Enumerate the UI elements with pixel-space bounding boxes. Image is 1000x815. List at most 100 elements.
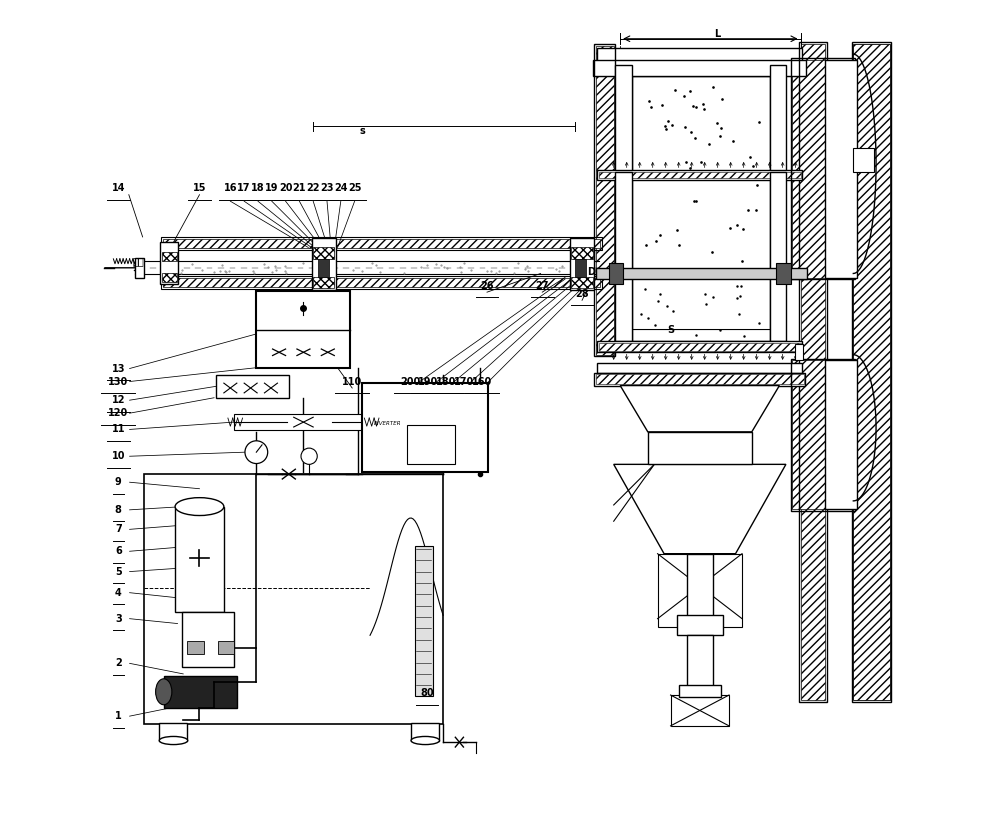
Text: 170: 170: [454, 377, 474, 386]
Bar: [770, 172, 786, 278]
Text: 17: 17: [237, 183, 251, 193]
Bar: [256, 290, 350, 368]
Bar: [853, 44, 890, 700]
Bar: [677, 615, 723, 635]
Text: D: D: [587, 267, 595, 277]
Bar: [791, 359, 855, 511]
Bar: [648, 432, 752, 465]
Bar: [571, 248, 593, 259]
Bar: [163, 278, 600, 288]
Bar: [658, 553, 742, 627]
Text: 3: 3: [115, 614, 122, 623]
Text: 24: 24: [334, 183, 348, 193]
Bar: [801, 44, 825, 700]
Text: 2: 2: [115, 659, 122, 668]
Bar: [570, 238, 594, 289]
Bar: [597, 48, 802, 62]
Polygon shape: [144, 474, 443, 725]
Bar: [162, 273, 177, 283]
Text: 27: 27: [535, 280, 549, 291]
Bar: [687, 635, 713, 688]
Bar: [687, 553, 713, 619]
Bar: [161, 237, 602, 250]
Bar: [599, 59, 801, 76]
Bar: [159, 723, 187, 741]
Text: 20: 20: [279, 183, 292, 193]
Bar: [770, 64, 786, 172]
Text: 16: 16: [224, 183, 237, 193]
Bar: [776, 263, 791, 284]
Bar: [597, 170, 802, 180]
Text: 19: 19: [265, 183, 279, 193]
Bar: [318, 259, 329, 277]
Text: 14: 14: [112, 183, 125, 193]
Text: 10: 10: [112, 452, 125, 461]
Bar: [160, 242, 178, 284]
Text: 4: 4: [115, 588, 122, 597]
Text: 25: 25: [348, 183, 361, 193]
Bar: [597, 363, 802, 372]
Bar: [164, 676, 237, 708]
Text: 8: 8: [115, 504, 122, 515]
Text: 6: 6: [115, 546, 122, 557]
Bar: [575, 259, 586, 277]
Text: 22: 22: [306, 183, 320, 193]
Bar: [599, 172, 801, 178]
Text: 160: 160: [472, 377, 492, 386]
Bar: [216, 375, 289, 398]
Bar: [594, 372, 805, 385]
Text: 130: 130: [108, 377, 128, 386]
Text: 给料: 给料: [133, 256, 144, 267]
Bar: [218, 641, 234, 654]
Bar: [596, 268, 807, 280]
Bar: [792, 59, 853, 278]
Ellipse shape: [411, 737, 439, 745]
Text: 80: 80: [420, 689, 434, 698]
Text: s: s: [359, 126, 365, 136]
Bar: [770, 278, 786, 341]
Text: 110: 110: [342, 377, 362, 386]
Bar: [182, 612, 234, 667]
Text: 180: 180: [436, 377, 457, 386]
Ellipse shape: [159, 737, 188, 745]
Text: 190: 190: [418, 377, 439, 386]
Text: S: S: [667, 325, 674, 335]
Bar: [407, 425, 455, 465]
Bar: [615, 278, 632, 341]
Bar: [852, 42, 891, 702]
Bar: [596, 374, 804, 384]
Bar: [163, 239, 600, 249]
Polygon shape: [620, 385, 779, 432]
Bar: [795, 344, 803, 360]
Text: 26: 26: [480, 280, 494, 291]
Text: 5: 5: [115, 566, 122, 576]
Bar: [362, 383, 488, 473]
Bar: [792, 360, 853, 509]
Bar: [825, 360, 857, 509]
Bar: [593, 59, 806, 76]
Text: 1: 1: [115, 711, 122, 721]
Bar: [632, 76, 770, 172]
Bar: [594, 45, 615, 356]
Text: 21: 21: [293, 183, 306, 193]
Bar: [312, 238, 336, 289]
Text: 13: 13: [112, 363, 125, 373]
Bar: [853, 148, 874, 172]
Ellipse shape: [175, 498, 224, 516]
Bar: [415, 545, 433, 696]
Bar: [632, 172, 770, 278]
Text: 7: 7: [115, 524, 122, 535]
Bar: [599, 342, 801, 350]
Bar: [161, 276, 602, 289]
Bar: [791, 58, 855, 280]
Bar: [609, 263, 623, 284]
Bar: [596, 46, 614, 355]
Text: 28: 28: [575, 289, 589, 299]
Bar: [411, 723, 439, 741]
Ellipse shape: [156, 679, 172, 705]
Bar: [175, 507, 224, 612]
Text: 11: 11: [112, 425, 125, 434]
Text: 120: 120: [108, 408, 128, 418]
Bar: [571, 277, 593, 289]
Text: 200: 200: [401, 377, 421, 386]
